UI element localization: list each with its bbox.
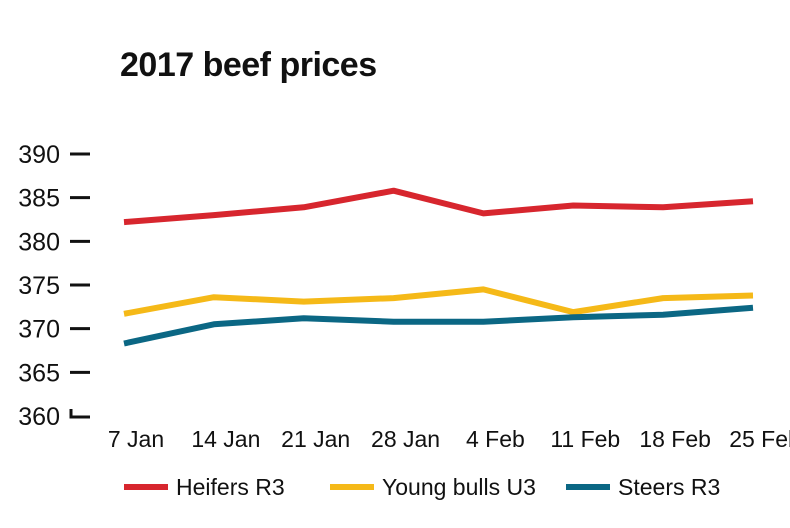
x-tick-label: 11 Feb (550, 426, 620, 452)
x-tick-label: 7 Jan (108, 426, 164, 452)
y-tick-label: 385 (18, 185, 60, 213)
x-axis: 7 Jan 14 Jan 21 Jan 28 Jan 4 Feb 11 Feb 18 Feb… (108, 426, 790, 452)
chart-title: 2017 beef prices (120, 46, 377, 84)
series-lines (123, 187, 754, 347)
y-axis: 390 385 380 375 370 365 360 (18, 141, 90, 431)
series-line-young-bulls-u3 (123, 286, 754, 317)
y-tick-label: 375 (18, 272, 60, 300)
y-tick-label: 390 (18, 141, 60, 169)
legend-label: Heifers R3 (176, 474, 285, 500)
legend-label: Steers R3 (618, 474, 720, 500)
x-tick-label: 14 Jan (191, 426, 260, 452)
series-line-heifers-r3 (123, 187, 754, 226)
x-tick-label: 21 Jan (281, 426, 350, 452)
legend: Heifers R3 Young bulls U3 Steers R3 (124, 474, 720, 500)
y-tick-label: 370 (18, 316, 60, 344)
y-tick-label: 365 (18, 359, 60, 387)
x-tick-label: 28 Jan (371, 426, 440, 452)
y-tick-mark (69, 409, 90, 419)
x-tick-label: 4 Feb (466, 426, 525, 452)
series-line-steers-r3 (123, 304, 754, 347)
y-tick-label: 380 (18, 228, 60, 256)
y-tick-label: 360 (18, 403, 60, 431)
x-tick-label: 25 Feb (729, 426, 790, 452)
legend-label: Young bulls U3 (382, 474, 536, 500)
x-tick-label: 18 Feb (639, 426, 711, 452)
